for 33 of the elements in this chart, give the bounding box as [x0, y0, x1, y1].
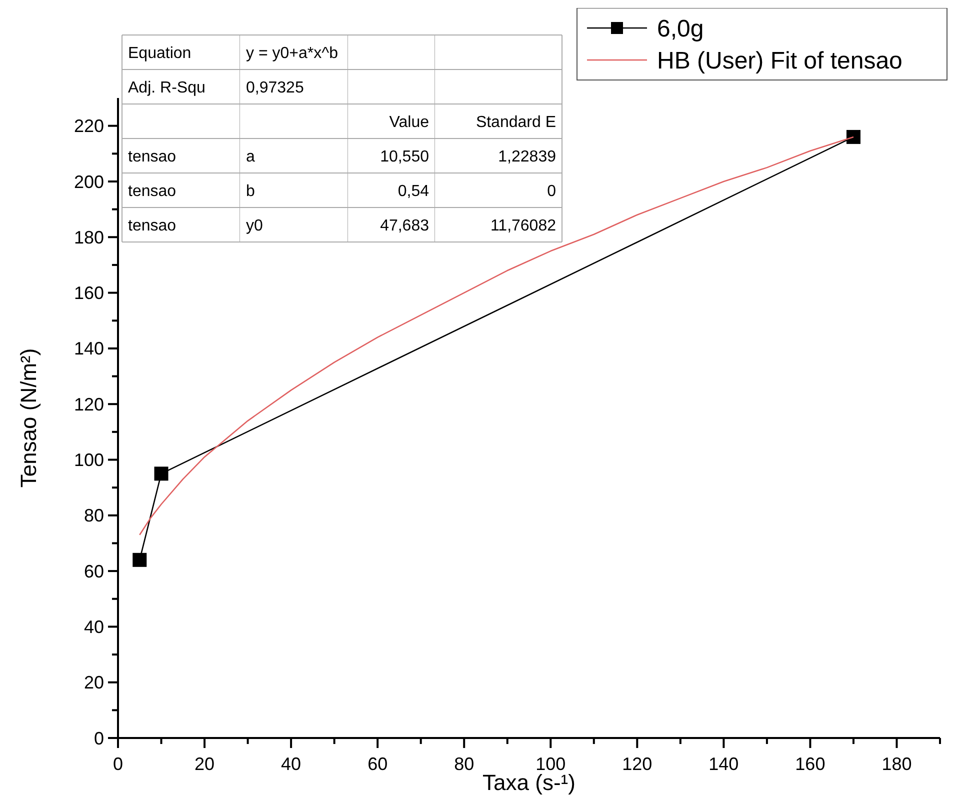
- y-axis-title: Tensao (N/m²): [16, 348, 41, 488]
- x-tick-label: 140: [708, 754, 739, 774]
- y-tick-label: 140: [74, 338, 104, 359]
- text: Value Standard E: [389, 114, 556, 131]
- x-tick-label: 0: [112, 754, 124, 774]
- text: tensao b 0,54 0: [128, 182, 556, 200]
- y-tick-label: 200: [74, 172, 104, 192]
- point: [132, 552, 147, 567]
- y-tick-label: 60: [84, 561, 104, 582]
- text: Adj. R-Squ 0,97325: [128, 79, 304, 96]
- x-tick-label: 120: [622, 754, 652, 774]
- y-tick-label: 80: [84, 506, 104, 526]
- text: Equation y = y0+a*x^b: [128, 44, 338, 62]
- legend-label: HB (User) Fit of tensao: [657, 47, 902, 74]
- point: [154, 466, 168, 481]
- x-tick-label: 160: [795, 754, 826, 774]
- x-tick-label: 40: [281, 754, 302, 774]
- x-tick-label: 60: [368, 754, 388, 774]
- x-tick-label: 80: [454, 754, 474, 774]
- y-tick-label: 0: [94, 728, 104, 748]
- text: tensao y0 47,683 11,76082: [128, 217, 556, 234]
- y-tick-label: 40: [84, 616, 104, 637]
- x-tick-label: 20: [194, 754, 215, 774]
- y-tick-label: 100: [74, 450, 104, 470]
- y-tick-label: 160: [74, 283, 104, 304]
- x-tick-label: 180: [882, 754, 912, 774]
- y-tick-label: 220: [74, 116, 104, 136]
- legend-label: 6,0g: [657, 15, 704, 42]
- point: [846, 130, 860, 144]
- text: tensao a 10,550 1,22839: [128, 148, 556, 166]
- y-tick-label: 20: [84, 672, 104, 693]
- y-tick-label: 120: [74, 394, 104, 414]
- y-tick-label: 180: [74, 227, 104, 248]
